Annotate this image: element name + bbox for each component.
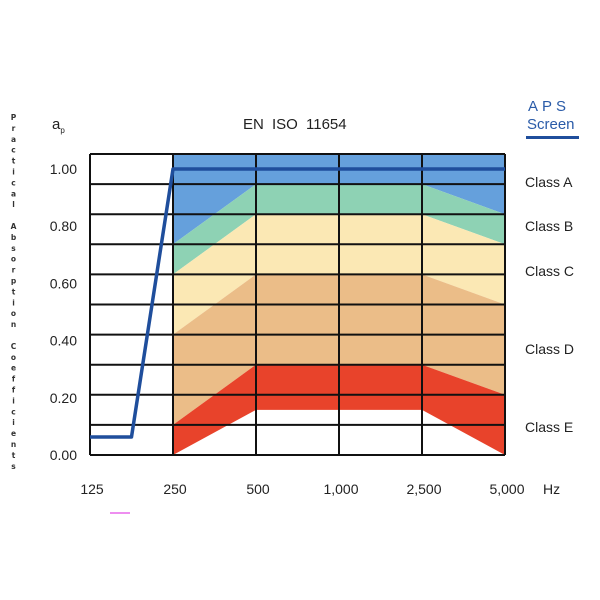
x-tick-label: 500 xyxy=(246,481,270,497)
class-label-a: Class A xyxy=(525,174,573,190)
y-symbol-subscript: p xyxy=(60,126,65,135)
chart-title: EN ISO 11654 xyxy=(243,116,347,133)
x-tick-label: 250 xyxy=(163,481,187,497)
x-tick-label: 5,000 xyxy=(489,481,524,497)
y-tick-label: 0.00 xyxy=(50,447,77,463)
brand-line1: APS xyxy=(528,98,571,115)
y-axis-title: Practical Absorption Coefficients xyxy=(9,113,18,473)
brand-logo: APS Screen xyxy=(526,98,579,139)
absorption-curve xyxy=(90,167,505,439)
y-tick-label: 0.20 xyxy=(50,390,77,406)
brand-line2: Screen xyxy=(527,116,575,133)
class-label-d: Class D xyxy=(525,341,575,357)
y-tick-label: 0.60 xyxy=(50,275,77,291)
x-tick-label: 1,000 xyxy=(323,481,358,497)
x-axis-unit: Hz xyxy=(543,481,561,497)
class-label-b: Class B xyxy=(525,218,574,234)
pink-mark xyxy=(110,512,130,514)
x-tick-label: 2,500 xyxy=(406,481,441,497)
y-tick-label: 0.40 xyxy=(50,333,77,349)
y-tick-label: 0.80 xyxy=(50,218,77,234)
x-tick-label: 125 xyxy=(80,481,104,497)
y-tick-label: 1.00 xyxy=(50,161,77,177)
y-symbol: a xyxy=(52,116,61,133)
class-label-e: Class E xyxy=(525,419,574,435)
y-axis-symbol: ap xyxy=(52,116,65,135)
class-label-c: Class C xyxy=(525,263,575,279)
brand-underline xyxy=(526,136,579,139)
